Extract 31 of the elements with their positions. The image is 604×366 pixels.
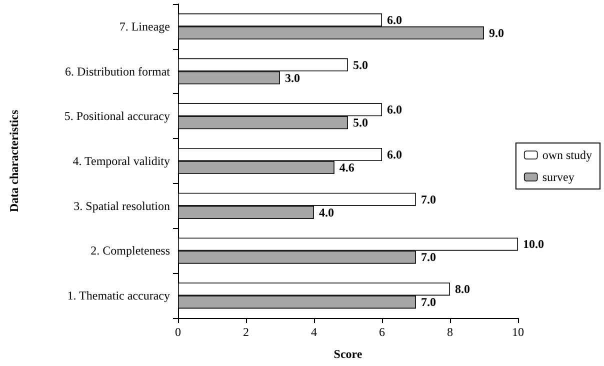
y-axis-title: Data characteristics bbox=[7, 110, 21, 212]
legend-label: survey bbox=[542, 170, 574, 184]
data-label: 7.0 bbox=[421, 250, 436, 264]
x-axis-title: Score bbox=[334, 347, 363, 361]
data-label: 7.0 bbox=[421, 295, 436, 310]
x-tick-label: 2 bbox=[243, 325, 249, 339]
data-label: 5.0 bbox=[353, 58, 368, 72]
y-tick-label: 1. Thematic accuracy bbox=[67, 288, 170, 303]
data-label: 3.0 bbox=[285, 70, 300, 85]
x-tick-label: 6 bbox=[379, 325, 385, 339]
data-label: 7.0 bbox=[421, 192, 436, 206]
data-label: 5.0 bbox=[353, 116, 368, 130]
x-tick-label: 4 bbox=[311, 325, 317, 339]
y-tick-label: 2. Completeness bbox=[90, 244, 170, 258]
data-label: 4.6 bbox=[339, 160, 354, 174]
data-label: 8.0 bbox=[455, 282, 470, 296]
y-tick-label: 5. Positional accuracy bbox=[64, 109, 170, 124]
x-tick-label: 10 bbox=[512, 325, 524, 339]
legend-label: own study bbox=[542, 148, 592, 162]
data-label: 6.0 bbox=[387, 148, 402, 162]
data-label: 4.0 bbox=[319, 205, 334, 220]
y-tick-label: 7. Lineage bbox=[119, 19, 170, 34]
y-tick-label: 4. Temporal validity bbox=[72, 154, 170, 168]
data-label: 10.0 bbox=[523, 237, 544, 252]
x-tick-label: 0 bbox=[175, 325, 181, 339]
y-tick-label: 3. Spatial resolution bbox=[74, 198, 170, 213]
y-tick-label: 6. Distribution format bbox=[65, 64, 171, 78]
data-label: 6.0 bbox=[387, 102, 402, 117]
data-label: 6.0 bbox=[387, 12, 402, 27]
x-tick-label: 8 bbox=[447, 325, 453, 339]
data-label: 9.0 bbox=[489, 26, 504, 40]
